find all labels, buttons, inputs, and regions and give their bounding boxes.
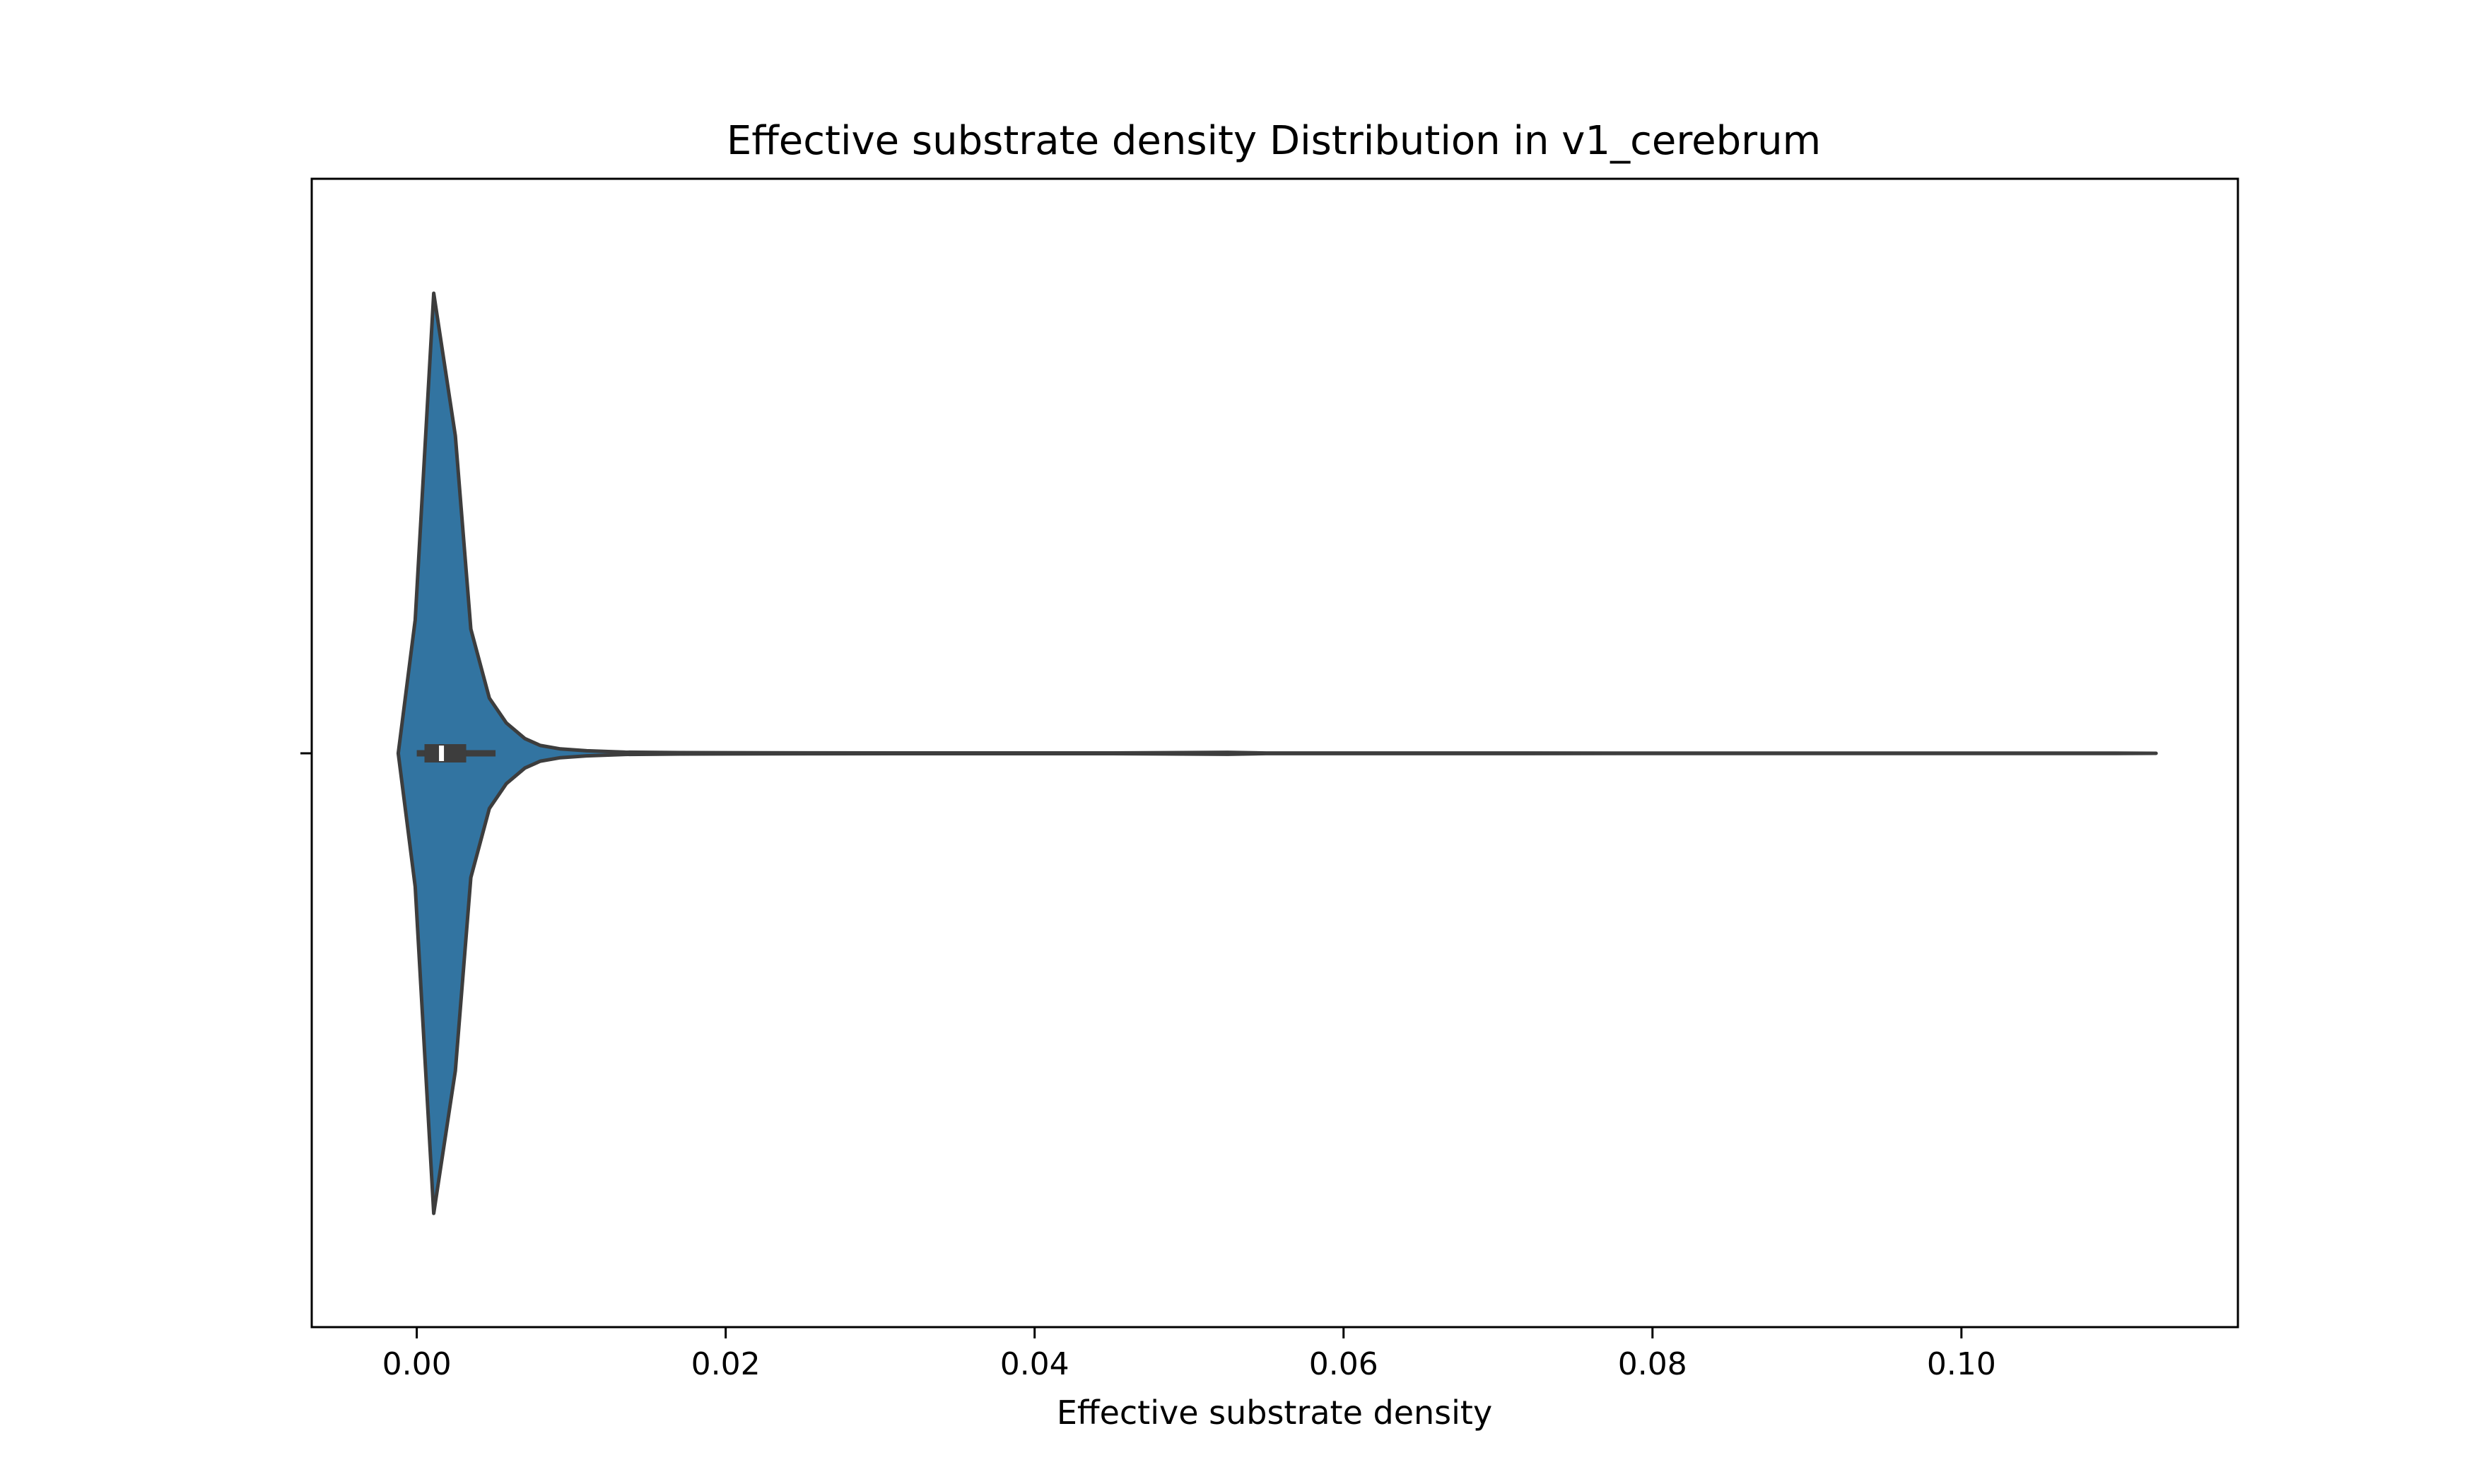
x-tick-label: 0.00 xyxy=(382,1346,452,1382)
inner-box-layer xyxy=(416,744,496,762)
x-tick-label: 0.08 xyxy=(1618,1346,1687,1382)
x-tick-label: 0.04 xyxy=(1000,1346,1069,1382)
violin-layer xyxy=(396,291,2158,1215)
x-tick-label: 0.02 xyxy=(691,1346,761,1382)
box-median-marker xyxy=(439,746,445,761)
x-axis: 0.00 0.02 0.04 0.06 0.08 0.10 xyxy=(382,1327,1996,1382)
chart-title: Effective substrate density Distribution… xyxy=(727,118,1821,164)
box-iqr xyxy=(424,744,467,762)
x-tick-label: 0.06 xyxy=(1309,1346,1378,1382)
x-axis-label: Effective substrate density xyxy=(1057,1394,1492,1432)
violin-body xyxy=(396,291,2158,1215)
x-tick-label: 0.10 xyxy=(1927,1346,1996,1382)
